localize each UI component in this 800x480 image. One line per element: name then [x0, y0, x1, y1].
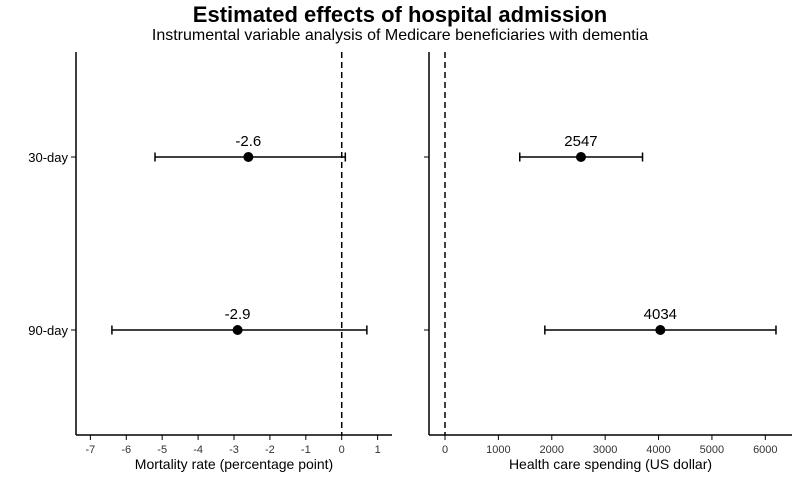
estimate-point — [655, 325, 666, 335]
data-label: -2.9 — [225, 306, 251, 323]
x-tick-label: 2000 — [540, 444, 564, 456]
chart-title: Estimated effects of hospital admission — [192, 2, 608, 27]
data-label: 2547 — [564, 133, 597, 150]
estimate-point — [232, 325, 243, 335]
x-tick-label: -1 — [301, 444, 311, 456]
chart-subtitle: Instrumental variable analysis of Medica… — [151, 27, 649, 44]
x-axis-title: Mortality rate (percentage point) — [135, 456, 333, 472]
x-tick-label: 0 — [339, 444, 345, 456]
y-tick-label: 90-day — [28, 323, 68, 338]
x-tick-label: -2 — [265, 444, 275, 456]
x-tick-label: 1 — [375, 444, 381, 456]
y-tick-label: 30-day — [28, 150, 68, 165]
x-tick-label: 1000 — [486, 444, 510, 456]
x-tick-label: -7 — [85, 444, 95, 456]
x-tick-label: -3 — [229, 444, 239, 456]
x-axis-title: Health care spending (US dollar) — [509, 456, 712, 472]
estimate-point — [243, 152, 254, 162]
x-tick-label: -6 — [121, 444, 131, 456]
data-label: -2.6 — [235, 133, 261, 150]
estimate-point — [575, 152, 586, 162]
x-tick-label: 4000 — [646, 444, 670, 456]
x-tick-label: -4 — [193, 444, 203, 456]
x-tick-label: -5 — [157, 444, 167, 456]
data-label: 4034 — [644, 306, 677, 323]
x-tick-label: 3000 — [593, 444, 617, 456]
x-tick-label: 6000 — [753, 444, 777, 456]
x-tick-label: 5000 — [700, 444, 724, 456]
x-tick-label: 0 — [442, 444, 448, 456]
